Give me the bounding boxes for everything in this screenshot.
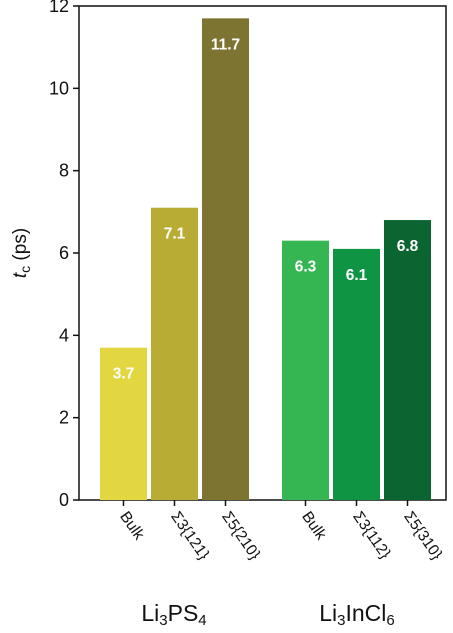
y-tick-label: 0 [59,490,69,510]
bar [100,347,147,500]
group-label-li3incl6: Li3InCl6 [319,600,395,629]
bar-value-label: 3.7 [113,366,135,383]
y-tick-label: 2 [59,408,69,428]
y-axis-label: tc (ps) [10,228,33,278]
bar [282,240,329,500]
bar-value-label: 6.8 [397,238,419,255]
bar-value-label: 6.1 [346,267,368,284]
x-category-label: Σ5{210} [218,509,263,563]
y-tick-label: 10 [49,78,69,98]
bar [202,18,249,500]
bar [384,220,431,501]
x-category-label: Bulk [298,509,329,544]
x-category-label: Σ3{112} [349,509,393,562]
x-category-label: Σ5{310} [400,509,445,563]
bar [151,207,198,500]
y-tick-label: 4 [59,325,69,345]
y-tick-label: 12 [49,0,69,16]
x-category-label: Σ3{121} [167,509,212,563]
group-label-li3ps4: Li3PS4 [141,600,207,629]
y-tick-label: 8 [59,161,69,181]
bar [333,248,380,500]
bar-value-label: 6.3 [295,259,317,276]
bar-value-label: 11.7 [211,36,240,53]
y-tick-label: 6 [59,243,69,263]
bar-value-label: 7.1 [164,226,186,243]
x-category-label: Bulk [116,509,147,544]
